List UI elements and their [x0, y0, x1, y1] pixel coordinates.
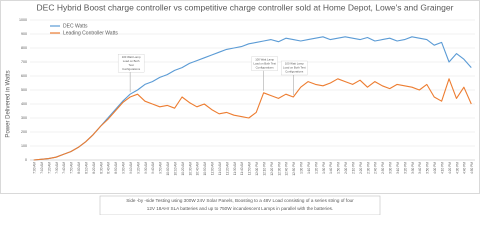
annotation-text: Configurations [285, 70, 304, 74]
x-tick-label: 12:40 PM [285, 162, 289, 176]
x-tick-label: 1:20 PM [314, 162, 318, 174]
x-tick-label: 2:50 PM [381, 162, 385, 174]
x-tick-label: 3:10 PM [396, 162, 400, 174]
x-tick-label: 4:00 PM [433, 162, 437, 174]
x-tick-label: 4:50 PM [470, 162, 474, 174]
x-tick-label: 11:10 AM [218, 162, 222, 176]
annotation-text: Configurations [122, 67, 141, 71]
x-tick-label: 7:30 AM [55, 162, 59, 174]
x-tick-label: 11:40 AM [240, 162, 244, 176]
x-tick-label: 2:10 PM [351, 162, 355, 174]
y-tick-label: 700 [21, 60, 27, 64]
chart-title: DEC Hybrid Boost charge controller vs co… [37, 2, 454, 12]
x-tick-label: 12:30 PM [277, 162, 281, 176]
x-tick-label: 3:00 PM [389, 162, 393, 174]
x-tick-label: 3:30 PM [411, 162, 415, 174]
x-tick-label: 4:20 PM [448, 162, 452, 174]
y-tick-label: 1000 [19, 18, 27, 22]
y-tick-label: 400 [21, 102, 27, 106]
x-tick-label: 12:10 PM [262, 162, 266, 176]
x-tick-label: 10:40 AM [196, 162, 200, 176]
x-tick-label: 8:50 AM [114, 162, 118, 174]
x-tick-label: 1:50 PM [337, 162, 341, 174]
x-tick-label: 12:20 PM [270, 162, 274, 176]
annotation-text: 100 Watt Lamp [255, 58, 274, 62]
x-tick-label: 12:50 PM [292, 162, 296, 176]
y-tick-label: 300 [21, 116, 27, 120]
annotation-text: Load on Both Test [283, 66, 306, 70]
x-tick-label: 9:40 AM [151, 162, 155, 174]
x-tick-label: 9:20 AM [136, 162, 140, 174]
x-tick-label: 3:50 PM [426, 162, 430, 174]
legend-label: Leading Controller Watts [63, 30, 118, 36]
x-tick-label: 8:30 AM [99, 162, 103, 174]
x-tick-label: 9:00 AM [122, 162, 126, 174]
chart: DEC Hybrid Boost charge controller vs co… [0, 0, 480, 216]
x-tick-label: 1:00 PM [300, 162, 304, 174]
x-tick-label: 10:20 AM [181, 162, 185, 176]
annotation-text: 100 Watt Lamp [285, 62, 304, 66]
y-tick-label: 600 [21, 74, 27, 78]
x-tick-label: 2:00 PM [344, 162, 348, 174]
annotation-text: Test [129, 63, 134, 67]
annotation-text: 100 Watt Lamp [122, 55, 141, 59]
x-tick-label: 9:10 AM [129, 162, 133, 174]
x-tick-label: 10:50 AM [203, 162, 207, 176]
annotation-text: Configurations [256, 66, 275, 70]
y-tick-label: 0 [25, 158, 27, 162]
x-tick-label: 3:20 PM [403, 162, 407, 174]
series-line [33, 36, 472, 161]
x-tick-label: 3:40 PM [418, 162, 422, 174]
x-tick-label: 1:30 PM [322, 162, 326, 174]
page: {"chart_data": {"type": "line", "title":… [0, 0, 480, 216]
x-tick-label: 12:00 PM [255, 162, 259, 176]
x-tick-label: 1:10 PM [307, 162, 311, 174]
y-tick-label: 800 [21, 46, 27, 50]
x-tick-label: 11:30 AM [233, 162, 237, 176]
annotation-box [117, 54, 145, 73]
x-tick-label: 2:20 PM [359, 162, 363, 174]
x-tick-label: 2:30 PM [366, 162, 370, 174]
x-tick-label: 7:20 AM [47, 162, 51, 174]
x-tick-label: 4:30 PM [455, 162, 459, 174]
annotation-text: Load on Both [123, 59, 140, 63]
y-tick-label: 200 [21, 130, 27, 134]
y-tick-label: 100 [21, 144, 27, 148]
x-tick-label: 4:40 PM [463, 162, 467, 174]
x-tick-label: 10:30 AM [188, 162, 192, 176]
x-tick-label: 9:50 AM [159, 162, 163, 174]
caption-line: Side -by -side Testing using 300W 24V So… [126, 198, 354, 203]
x-tick-label: 7:40 AM [62, 162, 66, 174]
y-axis-title: Power Delivered in Watts [6, 70, 12, 137]
x-tick-label: 9:30 AM [144, 162, 148, 174]
series-line [33, 78, 472, 161]
x-tick-label: 8:40 AM [107, 162, 111, 174]
x-tick-label: 7:00 AM [33, 162, 37, 174]
y-tick-label: 500 [21, 88, 27, 92]
x-tick-label: 8:10 AM [84, 162, 88, 174]
y-tick-label: 900 [21, 32, 27, 36]
x-tick-label: 8:20 AM [92, 162, 96, 174]
annotation-text: Load on Both Test [253, 62, 276, 66]
x-tick-label: 8:00 AM [77, 162, 81, 174]
x-tick-label: 4:10 PM [440, 162, 444, 174]
x-tick-label: 10:10 AM [173, 162, 177, 176]
x-tick-label: 11:50 AM [248, 162, 252, 176]
x-tick-label: 2:40 PM [374, 162, 378, 174]
x-tick-label: 10:00 AM [166, 162, 170, 176]
x-tick-label: 11:00 AM [211, 162, 215, 176]
chart-frame [0, 0, 480, 194]
x-tick-label: 1:40 PM [329, 162, 333, 174]
caption-line: 12V 18AHr SLA batteries and up to 750W i… [147, 206, 333, 211]
x-tick-label: 11:20 AM [225, 162, 229, 176]
legend-label: DEC Watts [63, 23, 88, 29]
annotation-box [251, 56, 278, 71]
x-tick-label: 7:10 AM [40, 162, 44, 174]
annotation-box [281, 60, 308, 76]
x-tick-label: 7:50 AM [70, 162, 74, 174]
